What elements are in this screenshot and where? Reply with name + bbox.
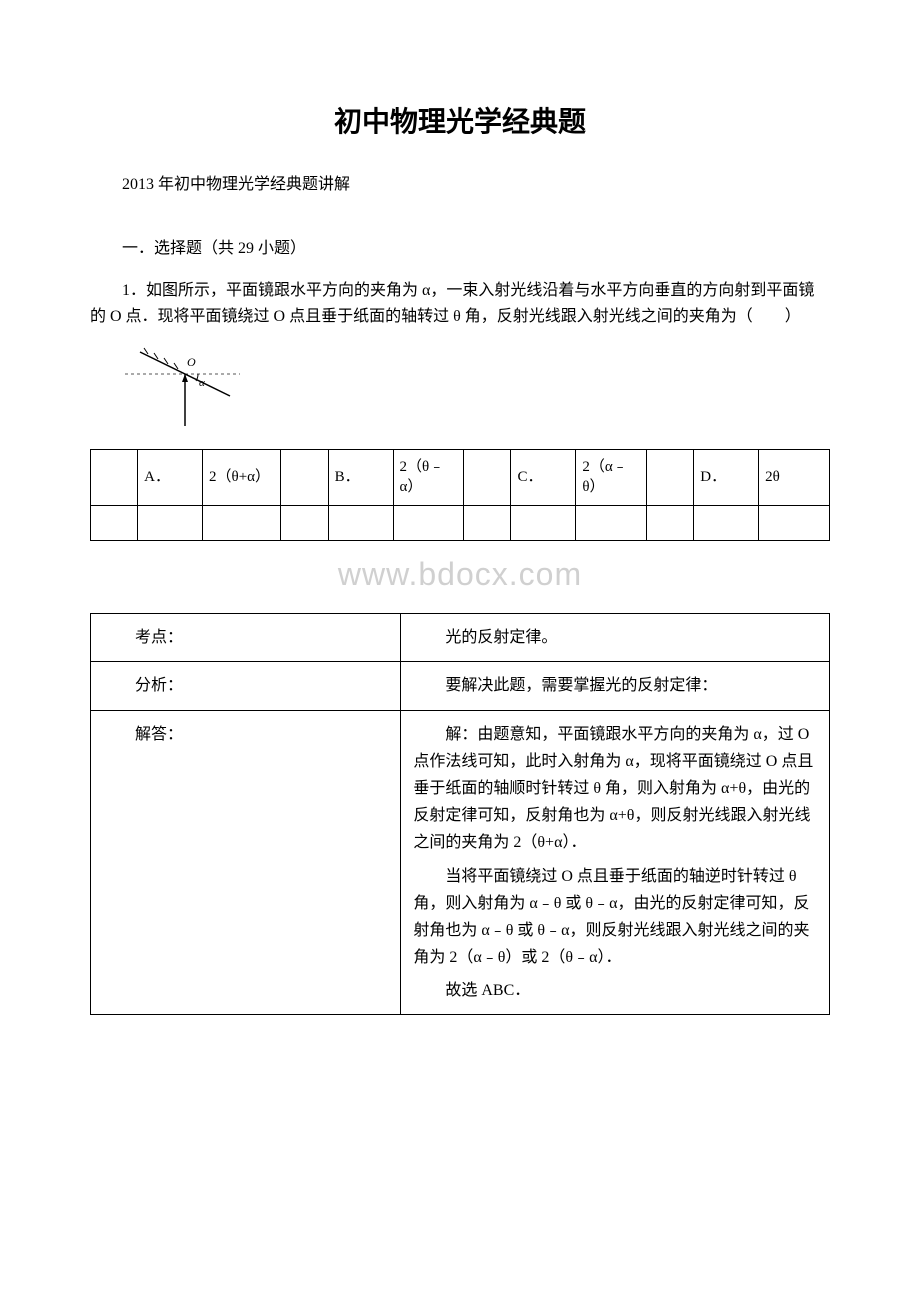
subtitle-text: 2013 年初中物理光学经典题讲解: [90, 170, 830, 194]
blank-cell: [464, 506, 511, 541]
solution-label: 分析：: [91, 662, 401, 710]
blank-cell: [694, 506, 759, 541]
option-label: B．: [328, 450, 393, 506]
solution-label: 解答：: [91, 710, 401, 1015]
diagram-container: O α: [120, 344, 830, 434]
blank-cell: [647, 506, 694, 541]
solution-label: 考点：: [91, 614, 401, 662]
solution-row: 解答： 解：由题意知，平面镜跟水平方向的夹角为 α，过 O 点作法线可知，此时入…: [91, 710, 830, 1015]
blank-cell: [393, 506, 464, 541]
blank-cell: [647, 450, 694, 506]
option-value: 2θ: [759, 450, 830, 506]
empty-row: [91, 506, 830, 541]
option-label: C．: [511, 450, 576, 506]
blank-cell: [281, 506, 328, 541]
solution-paragraph: 光的反射定律。: [413, 624, 817, 651]
solution-content: 光的反射定律。: [401, 614, 830, 662]
solution-paragraph: 当将平面镜绕过 O 点且垂于纸面的轴逆时针转过 θ 角，则入射角为 α﹣θ 或 …: [413, 863, 817, 972]
options-row: A． 2（θ+α） B． 2（θ﹣α） C． 2（α﹣θ） D． 2θ: [91, 450, 830, 506]
blank-cell: [464, 450, 511, 506]
blank-cell: [576, 506, 647, 541]
blank-cell: [91, 450, 138, 506]
solution-paragraph: 故选 ABC．: [413, 977, 817, 1004]
blank-cell: [328, 506, 393, 541]
solution-row: 考点： 光的反射定律。: [91, 614, 830, 662]
blank-cell: [511, 506, 576, 541]
blank-cell: [759, 506, 830, 541]
solution-content: 解：由题意知，平面镜跟水平方向的夹角为 α，过 O 点作法线可知，此时入射角为 …: [401, 710, 830, 1015]
solution-row: 分析： 要解决此题，需要掌握光的反射定律：: [91, 662, 830, 710]
option-label: D．: [694, 450, 759, 506]
blank-cell: [203, 506, 281, 541]
blank-cell: [91, 506, 138, 541]
page-title: 初中物理光学经典题: [90, 100, 830, 140]
label-alpha: α: [199, 377, 205, 389]
blank-cell: [281, 450, 328, 506]
blank-cell: [138, 506, 203, 541]
solution-table: 考点： 光的反射定律。 分析： 要解决此题，需要掌握光的反射定律： 解答： 解：…: [90, 613, 830, 1015]
solution-paragraph: 解：由题意知，平面镜跟水平方向的夹角为 α，过 O 点作法线可知，此时入射角为 …: [413, 721, 817, 857]
option-value: 2（θ﹣α）: [393, 450, 464, 506]
option-label: A．: [138, 450, 203, 506]
mirror-diagram: O α: [120, 344, 260, 429]
solution-content: 要解决此题，需要掌握光的反射定律：: [401, 662, 830, 710]
options-table: A． 2（θ+α） B． 2（θ﹣α） C． 2（α﹣θ） D． 2θ: [90, 449, 830, 541]
watermark-text: www.bdocx.com: [90, 556, 830, 593]
question-text: 1．如图所示，平面镜跟水平方向的夹角为 α，一束入射光线沿着与水平方向垂直的方向…: [90, 278, 830, 329]
option-value: 2（θ+α）: [203, 450, 281, 506]
section-header: 一．选择题（共 29 小题）: [90, 234, 830, 258]
solution-paragraph: 要解决此题，需要掌握光的反射定律：: [413, 672, 817, 699]
option-value: 2（α﹣θ）: [576, 450, 647, 506]
label-o: O: [187, 355, 196, 369]
